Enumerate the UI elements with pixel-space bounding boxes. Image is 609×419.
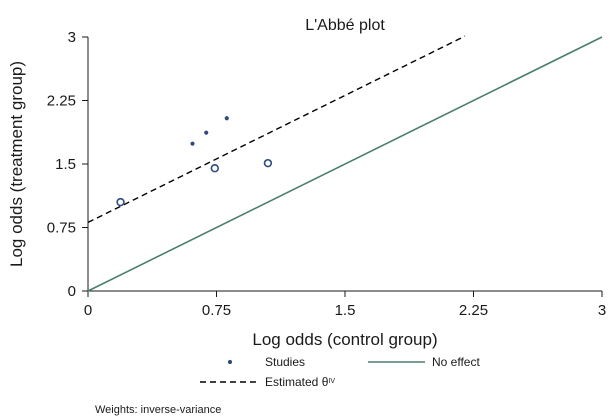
legend: Studies No effect Estimated θIV <box>200 355 480 389</box>
legend-label: Estimated θIV <box>265 375 335 389</box>
no-effect-line <box>87 36 603 292</box>
x-tick-label: 3 <box>598 302 606 319</box>
legend-label-superscript: IV <box>328 378 335 385</box>
study-point <box>190 141 195 146</box>
legend-item: Estimated θIV <box>200 375 335 389</box>
x-tick-label: 0.75 <box>202 302 231 319</box>
chart-title: L'Abbé plot <box>305 17 385 34</box>
study-point <box>210 164 219 173</box>
y-tick-label: 3 <box>68 29 76 46</box>
x-tick-label: 2.25 <box>459 302 488 319</box>
x-tick-label: 1.5 <box>335 302 356 319</box>
weights-note: Weights: inverse-variance <box>95 404 221 416</box>
study-point <box>224 116 229 121</box>
legend-label: Studies <box>265 355 305 369</box>
study-point <box>116 197 125 207</box>
y-axis-title: Log odds (treatment group) <box>7 61 26 267</box>
legend-point-marker <box>227 359 233 365</box>
study-points <box>116 116 273 207</box>
y-tick-label: 1.5 <box>55 156 76 173</box>
study-point <box>263 158 273 168</box>
estimated-theta-line <box>87 35 466 224</box>
y-tick-label: 0.75 <box>47 220 76 237</box>
x-tick-label: 0 <box>84 302 92 319</box>
y-tick-label: 0 <box>68 283 76 300</box>
legend-label: No effect <box>432 355 480 369</box>
legend-item: No effect <box>368 355 480 369</box>
x-axis-title: Log odds (control group) <box>252 330 437 349</box>
reference-lines <box>87 35 603 292</box>
axes: 0 0.75 1.5 2.25 3 0 0.75 1.5 2.25 3 <box>47 29 606 319</box>
legend-item: Studies <box>227 355 305 369</box>
study-point <box>204 130 209 135</box>
y-tick-label: 2.25 <box>47 93 76 110</box>
